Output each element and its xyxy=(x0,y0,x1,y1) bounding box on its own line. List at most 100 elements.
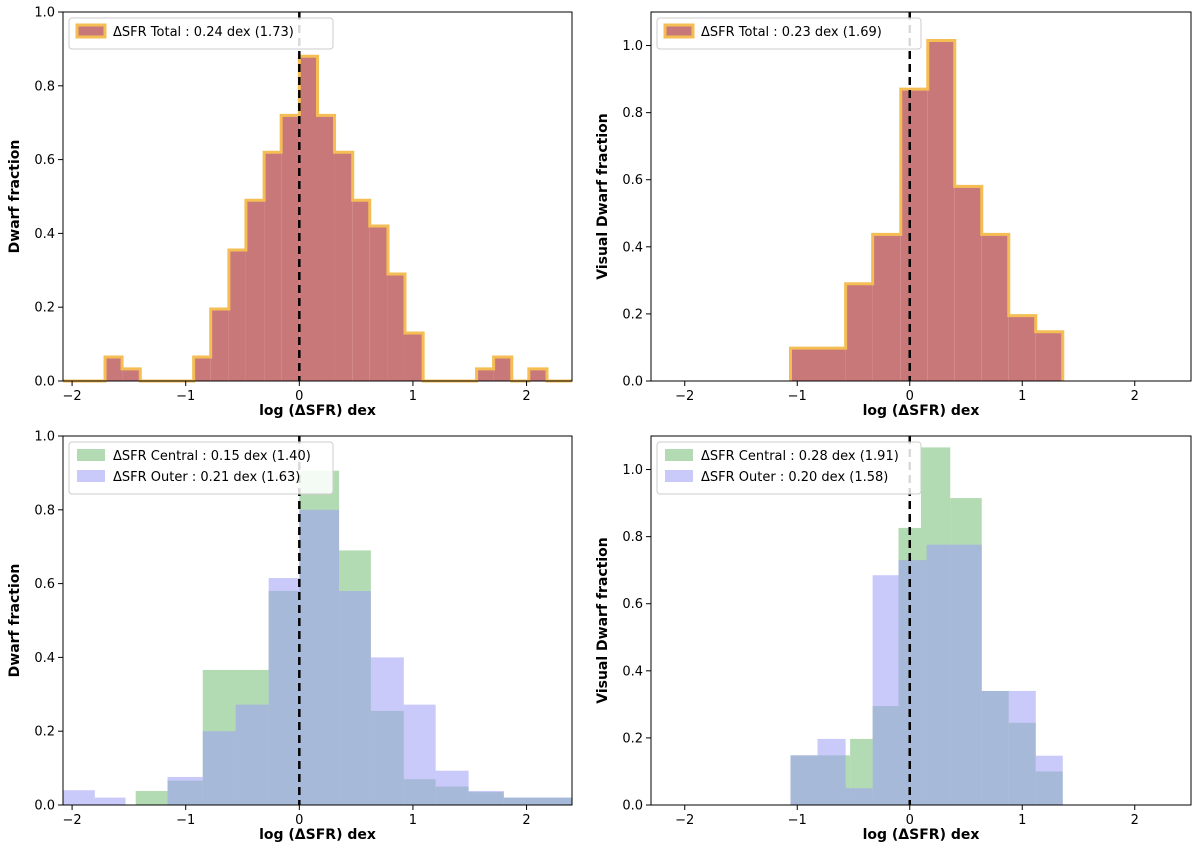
y-tick-label: 0.4 xyxy=(34,651,55,666)
legend-swatch xyxy=(663,23,695,39)
x-tick-label: −2 xyxy=(675,813,694,828)
histogram-bar xyxy=(1035,755,1063,805)
histogram-bar xyxy=(954,186,982,381)
y-tick-label: 0.2 xyxy=(622,731,643,746)
histogram-bar xyxy=(210,309,229,381)
histogram-bar xyxy=(281,115,300,381)
histogram-bar xyxy=(167,776,203,805)
y-axis-label: Visual Dwarf fraction xyxy=(595,113,611,280)
legend: ΔSFR Total : 0.24 dex (1.73) xyxy=(68,17,334,50)
histogram-bar xyxy=(404,333,424,381)
legend-entry: ΔSFR Central : 0.28 dex (1.91) xyxy=(701,449,899,464)
histogram-bar xyxy=(299,509,340,805)
legend-swatch xyxy=(77,449,105,461)
histogram-bar xyxy=(790,348,846,381)
y-tick-label: 0.6 xyxy=(34,577,55,592)
y-tick-label: 0.2 xyxy=(34,725,55,740)
legend-box xyxy=(68,17,334,50)
legend-box xyxy=(68,441,334,495)
y-tick-label: 0.4 xyxy=(622,664,643,679)
histogram-bar xyxy=(503,797,538,805)
legend-box xyxy=(656,17,922,50)
y-tick-label: 0.0 xyxy=(622,375,643,390)
series-1 xyxy=(63,509,572,805)
legend-swatch xyxy=(665,449,693,461)
axes-frame xyxy=(62,435,573,806)
legend-swatch xyxy=(77,470,105,482)
histogram-bar xyxy=(369,226,388,381)
y-tick-label: 0.8 xyxy=(34,503,55,518)
x-tick-label: −1 xyxy=(176,389,195,404)
x-tick-label: −1 xyxy=(788,389,807,404)
histogram-bar xyxy=(468,790,504,805)
histogram-bar xyxy=(245,200,265,381)
y-tick-label: 1.0 xyxy=(622,39,643,54)
x-tick-label: 2 xyxy=(1131,389,1139,404)
series-0 xyxy=(789,39,1065,382)
x-tick-label: −2 xyxy=(63,813,82,828)
histogram-bar xyxy=(299,56,318,381)
x-tick-label: 0 xyxy=(295,389,303,404)
chart-panel-bottom-right: −2 −1 0 1 2 0.0 0.2 0.4 0.6 0.8 1.0 log (ΔSFR) dex V… xyxy=(595,435,1192,843)
histogram-bar xyxy=(926,544,982,805)
histogram-bar xyxy=(493,357,512,381)
histogram-bar xyxy=(228,250,246,381)
x-tick-label: 0 xyxy=(906,389,914,404)
x-tick-label: −1 xyxy=(788,813,807,828)
y-tick-label: 0.0 xyxy=(34,799,55,814)
y-tick-label: 0.6 xyxy=(622,173,643,188)
y-tick-label: 1.0 xyxy=(34,430,55,445)
y-tick-label: 0.2 xyxy=(622,307,643,322)
legend: ΔSFR Central : 0.15 dex (1.40) ΔSFR Outer… xyxy=(68,441,334,495)
legend-swatch xyxy=(665,470,693,482)
histogram-bar xyxy=(352,200,370,381)
histogram-outline xyxy=(789,39,1065,381)
histogram-bar xyxy=(202,731,236,805)
histogram-bar xyxy=(105,357,123,381)
y-tick-label: 0.0 xyxy=(622,799,643,814)
x-tick-label: 1 xyxy=(409,813,417,828)
y-axis-label: Dwarf fraction xyxy=(7,140,23,254)
y-tick-label: 0.6 xyxy=(34,153,55,168)
histogram-bar xyxy=(476,368,494,381)
histogram-bar xyxy=(435,770,469,805)
y-tick-label: 0.8 xyxy=(622,106,643,121)
x-tick-label: −1 xyxy=(176,813,195,828)
histogram-bar xyxy=(537,797,572,805)
legend-entry: ΔSFR Total : 0.24 dex (1.73) xyxy=(113,25,294,40)
histogram-bar xyxy=(900,89,928,382)
histogram-bar xyxy=(872,575,899,805)
histogram-bar xyxy=(264,152,282,381)
histogram-bar xyxy=(1035,331,1063,381)
chart-panel-top-right: −2 −1 0 1 2 0.0 0.2 0.4 0.6 0.8 1.0 log (ΔSFR) dex V… xyxy=(595,11,1192,419)
histogram-bar xyxy=(1008,315,1036,381)
histogram-bar xyxy=(334,152,353,381)
axes-frame xyxy=(650,435,1192,806)
x-tick-label: −2 xyxy=(63,389,82,404)
y-tick-label: 0.0 xyxy=(34,375,55,390)
x-tick-label: 1 xyxy=(1018,813,1026,828)
legend: ΔSFR Central : 0.28 dex (1.91) ΔSFR Outer… xyxy=(656,441,922,495)
series-0 xyxy=(63,54,572,383)
histogram-bar xyxy=(872,234,901,381)
histogram-bar xyxy=(63,790,95,805)
legend-entry: ΔSFR Outer : 0.21 dex (1.63) xyxy=(113,470,300,485)
histogram-bar xyxy=(135,790,168,805)
histogram-bar xyxy=(122,368,141,381)
histogram-bar xyxy=(387,273,405,381)
y-axis-label: Visual Dwarf fraction xyxy=(595,537,611,704)
histogram-bar xyxy=(370,657,404,805)
legend-entry: ΔSFR Total : 0.23 dex (1.69) xyxy=(701,25,882,40)
y-tick-label: 0.4 xyxy=(622,240,643,255)
histogram-bar xyxy=(317,115,335,381)
chart-panel-top-left: −2 −1 0 1 2 0.0 0.2 0.4 0.6 0.8 1.0 log (ΔSFR) dex D… xyxy=(7,6,573,419)
x-tick-label: 1 xyxy=(1018,389,1026,404)
x-tick-label: 0 xyxy=(906,813,914,828)
histogram-bar xyxy=(235,704,269,805)
histogram-bar xyxy=(403,704,436,805)
legend: ΔSFR Total : 0.23 dex (1.69) xyxy=(656,17,922,50)
y-tick-label: 0.6 xyxy=(622,597,643,612)
histogram-bar xyxy=(817,738,846,805)
histogram-bar xyxy=(193,357,211,381)
